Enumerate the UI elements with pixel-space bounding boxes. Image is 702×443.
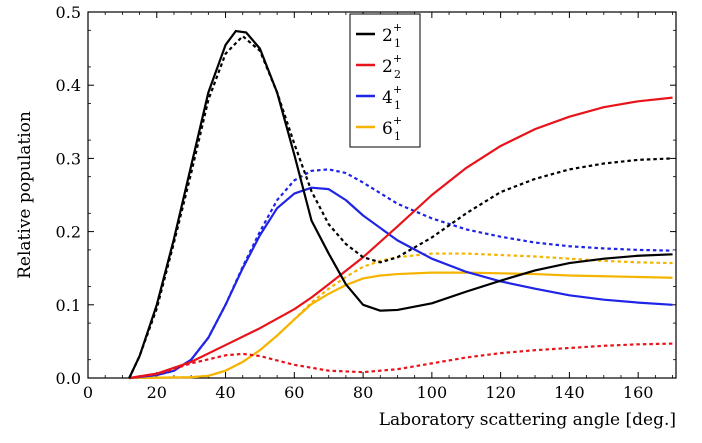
legend-box	[349, 13, 421, 148]
series-6_1plus-solid	[129, 271, 673, 380]
y-tick-label: 0.5	[56, 3, 81, 22]
legend-entry-label: 4+ 1	[382, 83, 402, 112]
legend-entry-label: 2+ 1	[382, 21, 402, 50]
y-tick-label: 0.4	[56, 76, 81, 95]
legend-entry-label: 2+ 2	[382, 52, 402, 81]
legend: 2+ 12+ 24+ 16+ 1	[349, 13, 421, 148]
x-tick-label: 60	[284, 383, 304, 402]
x-tick-label: 160	[623, 383, 654, 402]
x-tick-label: 20	[147, 383, 167, 402]
series-2_1plus-solid	[128, 29, 673, 379]
x-axis-label: Laboratory scattering angle [deg.]	[379, 410, 676, 430]
x-tick-label: 80	[353, 383, 373, 402]
series-2_2plus-dotted	[129, 342, 673, 380]
y-axis-label: Relative population	[15, 111, 35, 279]
x-tick-label: 140	[554, 383, 585, 402]
series-4_1plus-solid	[129, 186, 673, 380]
x-tick-label: 120	[485, 383, 516, 402]
plot-frame	[87, 11, 677, 379]
x-tick-label: 100	[417, 383, 448, 402]
y-tick-label: 0.1	[56, 296, 81, 315]
legend-entry-label: 6+ 1	[382, 114, 402, 143]
series-6_1plus-dotted	[129, 252, 673, 380]
y-tick-label: 0.0	[56, 369, 81, 388]
x-tick-label: 40	[215, 383, 235, 402]
series-lines	[128, 29, 673, 380]
axis-ticks: 0 20 40 60 80 100 120 140 160 0.0 0.1 0.2 0.3 0.4 0.5	[56, 3, 676, 402]
series-2_1plus-dotted	[128, 35, 673, 379]
y-tick-label: 0.3	[56, 149, 81, 168]
series-2_2plus-solid	[129, 96, 673, 380]
x-tick-label: 0	[83, 383, 93, 402]
y-tick-label: 0.2	[56, 223, 81, 242]
